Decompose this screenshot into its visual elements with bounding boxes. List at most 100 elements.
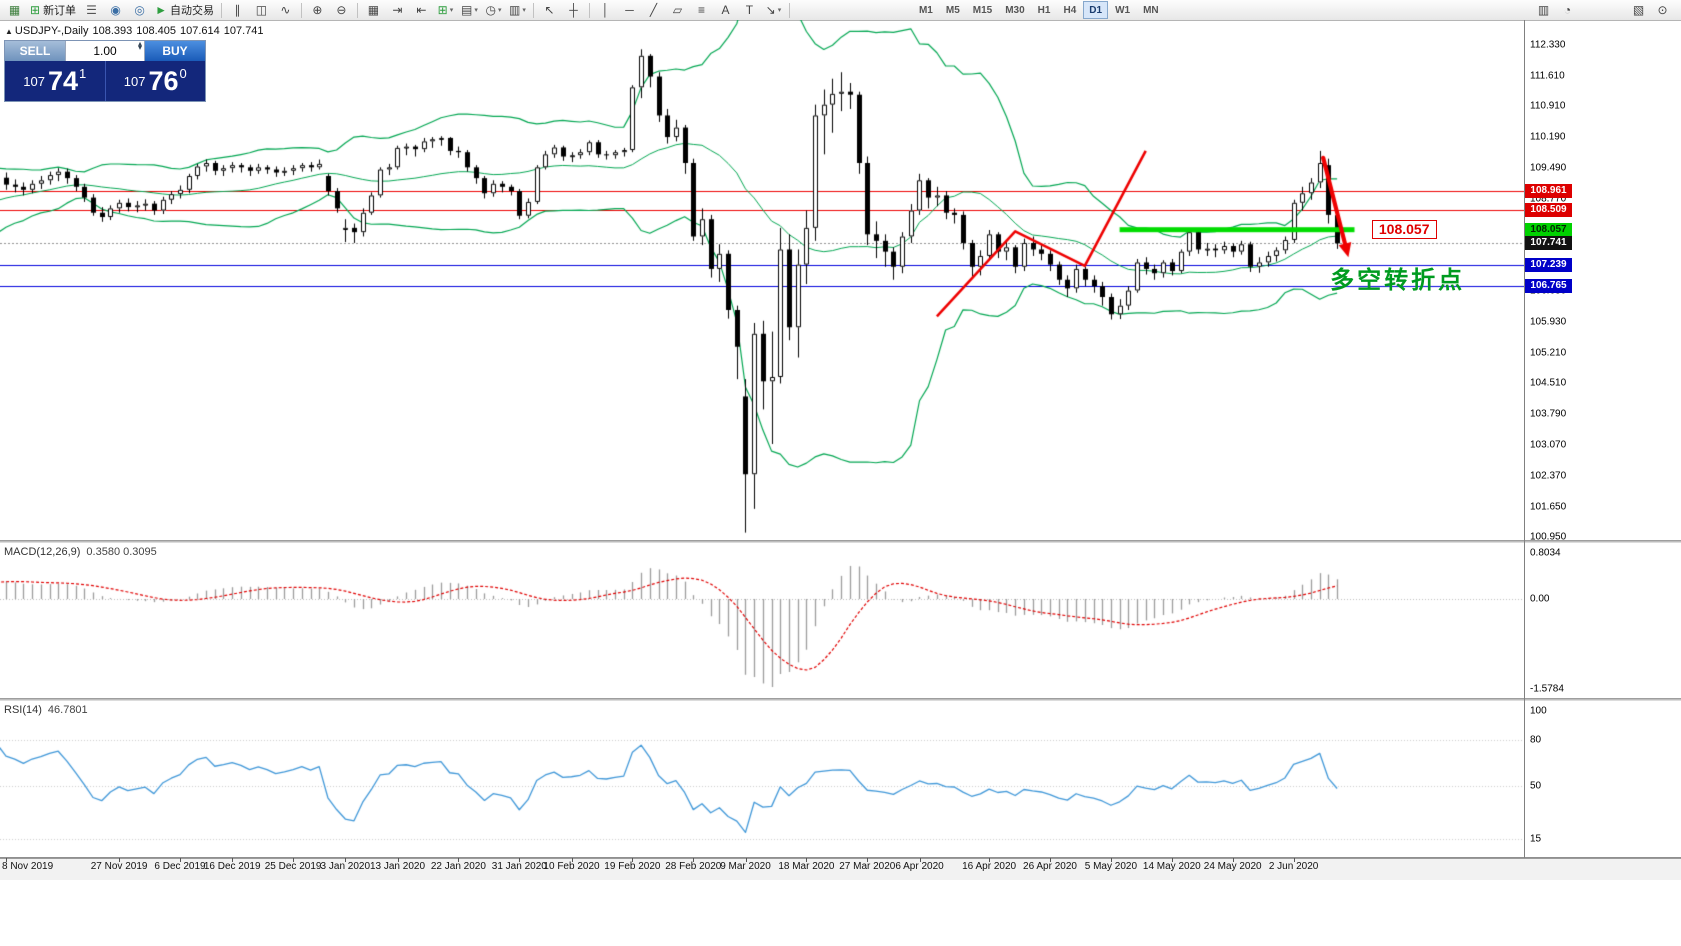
- rsi-panel-canvas[interactable]: [0, 701, 1524, 857]
- panel-splitter[interactable]: [0, 540, 1681, 543]
- open-value: 108.393: [92, 25, 133, 37]
- sell-price-pips: 74: [47, 65, 78, 96]
- zoom-in-button[interactable]: ⊕: [306, 1, 329, 20]
- new-order-button[interactable]: ⊞ 新订单: [27, 1, 79, 20]
- rsi-axis-label: 15: [1530, 833, 1542, 845]
- time-axis-label: 28 Feb 2020: [665, 861, 722, 872]
- price-level-callout[interactable]: 108.057: [1371, 219, 1437, 239]
- toolbar-separator: [788, 2, 790, 18]
- dropdown-caret-icon: ▾: [474, 7, 478, 14]
- time-axis[interactable]: [0, 858, 1681, 880]
- buy-price-point: 0: [179, 65, 187, 81]
- auto-scroll-button[interactable]: ⇥: [386, 1, 409, 20]
- profile-icon-button[interactable]: ◉: [104, 1, 127, 20]
- timeframe-m5[interactable]: M5: [945, 4, 960, 16]
- line-chart-button[interactable]: ∿: [274, 1, 297, 20]
- price-axis-label: 108.770: [1530, 193, 1567, 205]
- navigator-icon-button[interactable]: ◎: [128, 1, 151, 20]
- fibonacci-button[interactable]: ≡: [690, 1, 713, 20]
- dropdown-caret-icon: ▾: [449, 7, 454, 14]
- trendline-button[interactable]: ╱: [642, 1, 665, 20]
- time-axis-tick: [806, 858, 808, 862]
- sell-price[interactable]: 107 74 1: [5, 61, 105, 101]
- cursor-button[interactable]: ↖: [538, 1, 561, 20]
- autotrading-button[interactable]: ► 自动交易: [152, 1, 217, 20]
- alerts-button[interactable]: ◔: [1556, 1, 1579, 20]
- time-axis-label: 27 Nov 2019: [90, 861, 148, 872]
- timeframe-m15[interactable]: M15: [972, 4, 993, 16]
- terminal-icon-button[interactable]: ▦: [3, 1, 26, 20]
- shapes-button[interactable]: ↘ ▾: [762, 1, 785, 20]
- text-button[interactable]: A: [714, 1, 737, 20]
- time-axis-label: 18 Mar 2020: [778, 861, 835, 872]
- time-axis-tick: [632, 858, 634, 862]
- vertical-line-button[interactable]: │: [594, 1, 617, 20]
- buy-price[interactable]: 107 76 0: [106, 61, 206, 101]
- timeframe-h4[interactable]: H4: [1063, 4, 1077, 16]
- spin-down-icon[interactable]: ▾: [137, 43, 142, 53]
- panel-splitter[interactable]: [0, 698, 1681, 701]
- rsi-axis-label: 80: [1530, 734, 1542, 746]
- profiles-button[interactable]: ▤ ▾: [458, 1, 481, 20]
- crosshair-button[interactable]: ┼: [562, 1, 585, 20]
- label-button[interactable]: T: [738, 1, 761, 20]
- window-list-button[interactable]: ▧: [1627, 1, 1650, 20]
- period-button[interactable]: ◷ ▾: [482, 1, 505, 20]
- sell-button[interactable]: SELL: [5, 41, 65, 61]
- time-axis-label: 6 Dec 2019: [154, 861, 206, 872]
- timeframe-m30[interactable]: M30: [1005, 4, 1025, 16]
- buy-button[interactable]: BUY: [145, 41, 205, 61]
- terminal-icon-icon: ▦: [8, 3, 21, 17]
- panel-splitter[interactable]: [0, 857, 1681, 858]
- navigator-icon-icon: ◎: [134, 3, 145, 17]
- price-tag: 106.765: [1525, 278, 1572, 293]
- price-chart-canvas[interactable]: [0, 20, 1524, 540]
- alerts-icon: ◔: [1563, 3, 1572, 17]
- new-chart-button[interactable]: ⊞ ▾: [434, 1, 457, 20]
- timeframe-mn[interactable]: MN: [1143, 4, 1159, 16]
- spin-up-icon[interactable]: ▴: [137, 39, 142, 48]
- zoom-out-button[interactable]: ⊖: [330, 1, 353, 20]
- channel-button[interactable]: ▱: [666, 1, 689, 20]
- period-icon: ◷: [485, 3, 496, 17]
- time-axis-label: 16 Apr 2020: [962, 861, 1017, 872]
- time-axis-label: 13 Jan 2020: [369, 861, 426, 872]
- time-axis-label: 6 Apr 2020: [895, 861, 944, 872]
- candlestick-chart-icon: ◫: [255, 3, 268, 17]
- zoom-out-icon: ⊖: [336, 3, 347, 17]
- time-axis-label: 14 May 2020: [1142, 861, 1201, 872]
- high-value: 108.405: [136, 25, 177, 37]
- search-button[interactable]: ⊙: [1651, 1, 1674, 20]
- bar-chart-button[interactable]: ∥: [226, 1, 249, 20]
- price-axis-border: [1524, 20, 1525, 880]
- chart-shift-button[interactable]: ⇤: [410, 1, 433, 20]
- timeframe-w1[interactable]: W1: [1115, 4, 1131, 16]
- timeframe-d1[interactable]: D1: [1083, 1, 1109, 19]
- horizontal-line-button[interactable]: ─: [618, 1, 641, 20]
- price-axis-label: 100.950: [1530, 531, 1567, 543]
- time-axis-tick: [519, 858, 521, 862]
- profiles-icon: ▤: [461, 3, 473, 17]
- time-axis-tick: [1232, 858, 1234, 862]
- search-icon: ⊙: [1657, 3, 1668, 17]
- macd-panel-canvas[interactable]: [0, 543, 1524, 698]
- depth-of-market-button[interactable]: ▥: [1532, 1, 1555, 20]
- toolbar-separator: [220, 2, 222, 18]
- symbol-marker-icon: ▲: [5, 27, 13, 36]
- volume-spin-buttons[interactable]: ▴ ▾: [137, 39, 142, 53]
- volume-stepper[interactable]: 1.00 ▴ ▾: [65, 39, 145, 61]
- price-tag: 108.057: [1525, 222, 1572, 237]
- macd-name: MACD(12,26,9): [4, 546, 81, 558]
- price-axis-label: 110.190: [1530, 131, 1566, 143]
- autotrading-button-label: 自动交易: [169, 5, 214, 17]
- timeframe-h1[interactable]: H1: [1037, 4, 1051, 16]
- tile-windows-button[interactable]: ▦: [362, 1, 385, 20]
- candlestick-chart-button[interactable]: ◫: [250, 1, 273, 20]
- new-chart-icon: ⊞: [437, 3, 448, 17]
- tools-icon-button[interactable]: ☰: [80, 1, 103, 20]
- timeframe-m1[interactable]: M1: [918, 4, 933, 16]
- annotation-text[interactable]: 多空转折点: [1330, 266, 1466, 294]
- dropdown-caret-icon: ▾: [522, 7, 526, 14]
- time-axis-tick: [293, 858, 295, 862]
- templates-button[interactable]: ▥ ▾: [506, 1, 529, 20]
